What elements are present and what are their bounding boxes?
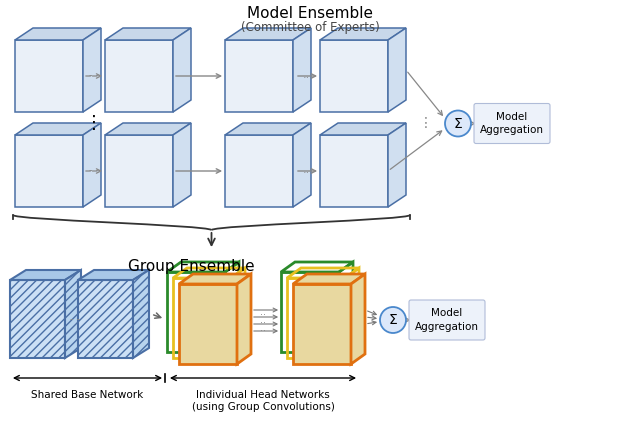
Polygon shape <box>105 28 191 40</box>
Polygon shape <box>388 28 406 112</box>
Circle shape <box>445 111 471 137</box>
Polygon shape <box>320 40 388 112</box>
Text: Shared Base Network: Shared Base Network <box>31 390 143 400</box>
Polygon shape <box>173 28 191 112</box>
Text: Model
Aggregation: Model Aggregation <box>480 112 544 135</box>
Polygon shape <box>83 123 101 207</box>
Polygon shape <box>320 28 406 40</box>
Polygon shape <box>351 274 365 364</box>
Polygon shape <box>179 284 237 364</box>
Polygon shape <box>179 274 251 284</box>
Polygon shape <box>293 28 311 112</box>
Text: ..: .. <box>303 165 310 175</box>
Polygon shape <box>83 28 101 112</box>
Text: - -: - - <box>89 70 99 80</box>
Polygon shape <box>320 135 388 207</box>
Text: ..: .. <box>260 315 266 325</box>
Text: - -: - - <box>89 165 99 175</box>
Polygon shape <box>133 270 149 358</box>
Text: ..: .. <box>260 307 266 317</box>
Text: Model Ensemble: Model Ensemble <box>247 7 373 22</box>
Polygon shape <box>10 280 65 358</box>
Polygon shape <box>173 123 191 207</box>
Text: $\Sigma$: $\Sigma$ <box>453 116 463 131</box>
Text: ..: .. <box>260 323 266 333</box>
Text: $\Sigma$: $\Sigma$ <box>388 313 398 327</box>
Polygon shape <box>225 123 311 135</box>
Text: ⋮: ⋮ <box>419 116 433 131</box>
Polygon shape <box>225 135 293 207</box>
Polygon shape <box>78 270 149 280</box>
Polygon shape <box>293 284 351 364</box>
Polygon shape <box>65 270 81 358</box>
FancyBboxPatch shape <box>474 104 550 143</box>
Polygon shape <box>225 40 293 112</box>
Text: - -: - - <box>70 314 80 324</box>
Polygon shape <box>105 135 173 207</box>
Polygon shape <box>225 28 311 40</box>
Polygon shape <box>237 274 251 364</box>
Text: Group Ensemble: Group Ensemble <box>128 258 255 273</box>
Polygon shape <box>15 135 83 207</box>
Polygon shape <box>105 123 191 135</box>
Polygon shape <box>15 28 101 40</box>
Polygon shape <box>293 123 311 207</box>
Text: Individual Head Networks
(using Group Convolutions): Individual Head Networks (using Group Co… <box>191 390 335 412</box>
Text: (Committee of Experts): (Committee of Experts) <box>241 22 380 34</box>
Polygon shape <box>293 274 365 284</box>
Polygon shape <box>10 270 81 280</box>
Circle shape <box>380 307 406 333</box>
Polygon shape <box>320 123 406 135</box>
Polygon shape <box>388 123 406 207</box>
FancyBboxPatch shape <box>409 300 485 340</box>
Polygon shape <box>15 40 83 112</box>
Polygon shape <box>15 123 101 135</box>
Text: Model
Aggregation: Model Aggregation <box>415 308 479 332</box>
Polygon shape <box>105 40 173 112</box>
Text: ..: .. <box>303 70 310 80</box>
Polygon shape <box>78 280 133 358</box>
Text: ⋮: ⋮ <box>85 115 103 132</box>
